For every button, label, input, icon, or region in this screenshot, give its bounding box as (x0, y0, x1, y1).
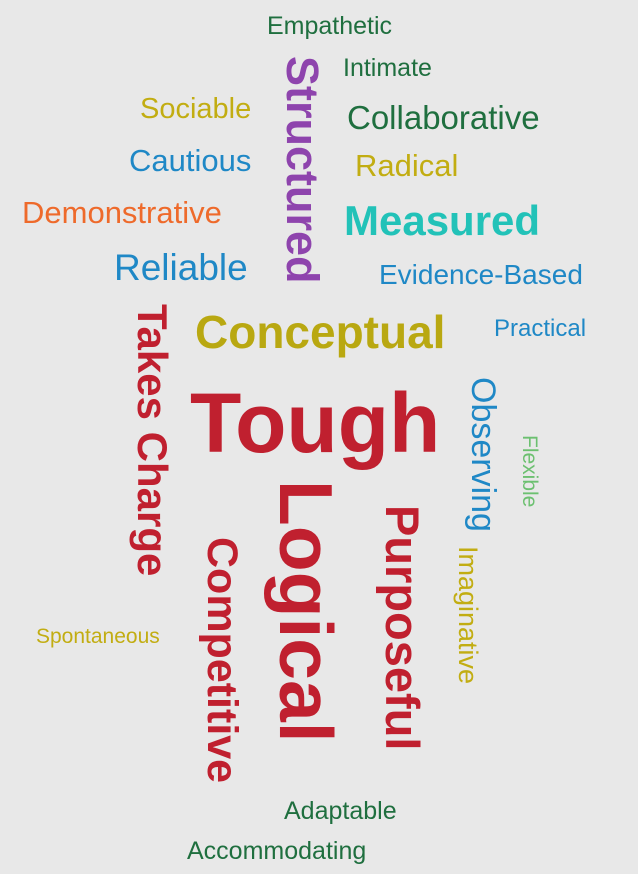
word-imaginative: Imaginative (454, 546, 481, 684)
word-accommodating: Accommodating (187, 839, 366, 864)
word-spontaneous: Spontaneous (36, 626, 160, 647)
word-empathetic: Empathetic (267, 14, 392, 39)
word-cautious: Cautious (129, 145, 251, 176)
word-reliable: Reliable (114, 249, 248, 286)
word-structured: Structured (280, 56, 325, 284)
word-purposeful: Purposeful (379, 505, 426, 750)
word-logical: Logical (268, 480, 343, 743)
word-flexible: Flexible (519, 435, 540, 507)
word-competitive: Competitive (200, 537, 243, 783)
word-practical: Practical (494, 317, 586, 341)
word-collaborative: Collaborative (347, 101, 540, 134)
word-measured: Measured (344, 200, 540, 242)
word-observing: Observing (466, 377, 500, 532)
word-conceptual: Conceptual (195, 309, 445, 355)
word-takes-charge: Takes Charge (131, 304, 173, 576)
word-adaptable: Adaptable (284, 799, 397, 824)
word-evidence-based: Evidence-Based (379, 261, 583, 289)
word-demonstrative: Demonstrative (22, 197, 222, 228)
word-intimate: Intimate (343, 56, 432, 81)
word-tough: Tough (190, 381, 440, 465)
word-sociable: Sociable (140, 95, 251, 124)
word-radical: Radical (355, 150, 458, 181)
